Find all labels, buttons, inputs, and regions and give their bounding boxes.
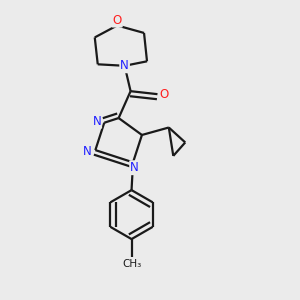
- Text: N: N: [82, 145, 91, 158]
- Text: O: O: [112, 14, 122, 27]
- Text: CH₃: CH₃: [122, 259, 141, 269]
- Text: N: N: [120, 59, 129, 72]
- Text: N: N: [130, 161, 139, 174]
- Text: N: N: [92, 115, 101, 128]
- Text: O: O: [159, 88, 169, 101]
